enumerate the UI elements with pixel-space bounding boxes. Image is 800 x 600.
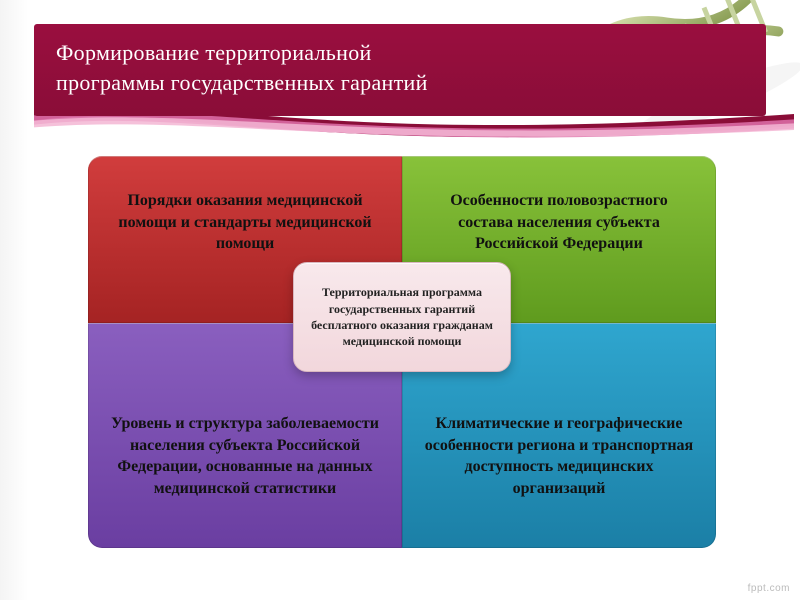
quad-matrix: Порядки оказания медицинской помощи и ст…: [88, 156, 716, 548]
left-gradient-stripe: [0, 0, 28, 600]
slide-title-band: Формирование территориальной программы г…: [34, 24, 766, 116]
center-box: Территориальная программа государственны…: [293, 262, 511, 372]
slide-title-line1: Формирование территориальной: [56, 38, 744, 68]
cell-label: Порядки оказания медицинской помощи и ст…: [110, 190, 380, 255]
cell-label: Особенности половозрастного состава насе…: [424, 190, 694, 255]
slide-title-line2: программы государственных гарантий: [56, 68, 744, 98]
center-label: Территориальная программа государственны…: [306, 284, 498, 349]
cell-label: Уровень и структура заболеваемости насел…: [110, 413, 380, 499]
footer-watermark: fppt.com: [748, 583, 790, 594]
cell-label: Климатические и географические особеннос…: [424, 413, 694, 499]
